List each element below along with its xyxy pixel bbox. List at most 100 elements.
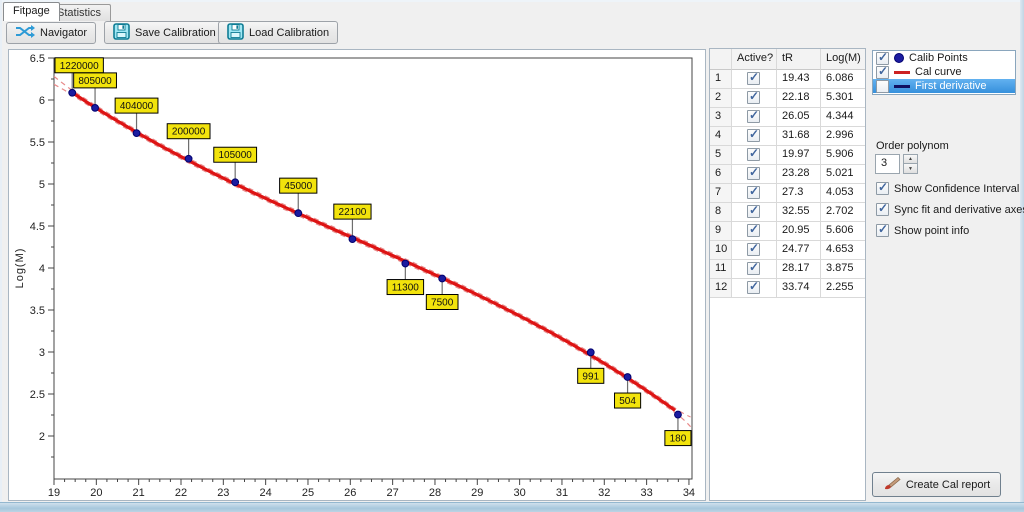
active-checkbox[interactable] — [747, 241, 760, 256]
calibration-plot[interactable]: 19 20 21 22 23 24 25 26 27 28 29 30 31 32 33 346.565.55… — [9, 50, 705, 500]
row-number: 11 — [710, 260, 732, 279]
point-info-label: 105000 — [218, 150, 252, 161]
active-checkbox[interactable] — [747, 70, 760, 85]
point-info-box — [166, 123, 211, 140]
tr-cell: 24.77 — [777, 241, 821, 260]
point-info-box — [425, 294, 459, 310]
window-border-top — [0, 0, 1024, 2]
point-info-label: 45000 — [284, 181, 312, 192]
create-cal-report-button[interactable]: Create Cal report — [872, 472, 1001, 497]
column-header[interactable]: Active? — [732, 49, 777, 70]
active-cell — [732, 108, 777, 127]
legend-item-first-derivative[interactable]: First derivative — [873, 79, 1015, 93]
legend-checkbox[interactable] — [876, 79, 889, 93]
option-checkbox[interactable] — [876, 201, 889, 216]
calib-point[interactable] — [132, 129, 141, 137]
x-tick-label: 34 — [683, 487, 695, 499]
active-checkbox[interactable] — [747, 203, 760, 218]
calib-point[interactable] — [91, 103, 99, 112]
spinner-down-button[interactable]: ▼ — [903, 164, 918, 174]
tr-cell: 20.95 — [777, 222, 821, 241]
calib-point[interactable] — [348, 235, 357, 244]
x-tick-label: 20 — [90, 487, 102, 499]
point-info-label: 805000 — [78, 76, 112, 87]
tr-cell: 23.28 — [777, 165, 821, 184]
active-cell — [732, 203, 777, 222]
x-tick-label: 23 — [217, 487, 229, 499]
calib-point-marker-icon — [894, 53, 904, 63]
calib-point[interactable] — [623, 373, 632, 381]
order-polynom-input[interactable]: 3 — [875, 154, 900, 174]
active-checkbox[interactable] — [747, 165, 760, 180]
legend-item-cal-curve[interactable]: Cal curve — [873, 64, 1015, 79]
table-row: 8 32.552.702 — [710, 203, 865, 222]
column-header[interactable] — [710, 49, 732, 70]
calib-point[interactable] — [68, 88, 77, 97]
active-checkbox[interactable] — [747, 89, 760, 104]
option-checkbox[interactable] — [876, 180, 889, 195]
legend-checkbox[interactable] — [876, 64, 889, 79]
active-checkbox[interactable] — [747, 127, 760, 142]
x-tick-label: 30 — [514, 487, 526, 499]
logm-cell: 5.021 — [821, 165, 865, 184]
create-cal-report-label: Create Cal report — [905, 478, 991, 491]
table-row: 7 27.34.053 — [710, 184, 865, 203]
calib-point[interactable] — [231, 178, 240, 187]
point-info-label: 200000 — [172, 127, 206, 138]
save-calibration-button[interactable]: Save Calibration — [104, 21, 225, 44]
x-tick-label: 22 — [175, 487, 187, 499]
y-tick-label: 2 — [39, 431, 45, 443]
tab-fitpage[interactable]: Fitpage — [3, 2, 60, 21]
tr-cell: 26.05 — [777, 108, 821, 127]
tr-cell: 31.68 — [777, 127, 821, 146]
active-cell — [732, 222, 777, 241]
active-checkbox[interactable] — [747, 222, 760, 237]
table-row: 11 28.173.875 — [710, 260, 865, 279]
point-info-box — [333, 203, 372, 220]
active-checkbox[interactable] — [747, 108, 760, 123]
active-cell — [732, 89, 777, 108]
calib-point[interactable] — [401, 259, 410, 268]
point-info-label: 22100 — [339, 207, 367, 218]
table-row: 1 19.436.086 — [710, 70, 865, 89]
logm-cell: 3.875 — [821, 260, 865, 279]
option-checkbox[interactable] — [876, 222, 889, 237]
row-number: 7 — [710, 184, 732, 203]
active-checkbox[interactable] — [747, 184, 760, 199]
spinner-up-button[interactable]: ▲ — [903, 154, 918, 164]
active-cell — [732, 165, 777, 184]
navigator-label: Navigator — [40, 27, 88, 39]
active-checkbox[interactable] — [747, 146, 760, 161]
logm-cell: 2.255 — [821, 279, 865, 298]
active-checkbox[interactable] — [747, 279, 760, 294]
y-tick-label: 3.5 — [30, 305, 45, 317]
column-header[interactable]: tR — [777, 49, 821, 70]
point-info-box — [279, 177, 318, 194]
calib-point[interactable] — [294, 209, 303, 218]
navigator-button[interactable]: Navigator — [6, 22, 97, 44]
logm-cell: 4.653 — [821, 241, 865, 260]
row-number: 12 — [710, 279, 732, 298]
y-tick-label: 6.5 — [30, 53, 45, 65]
calib-point[interactable] — [586, 348, 595, 357]
logm-cell: 6.086 — [821, 70, 865, 89]
option-label: Show point info — [894, 224, 970, 237]
y-tick-label: 5 — [39, 179, 45, 191]
tab-statistics[interactable]: Statistics — [47, 4, 112, 21]
row-number: 9 — [710, 222, 732, 241]
calib-point[interactable] — [184, 154, 193, 163]
table-row: 6 23.285.021 — [710, 165, 865, 184]
x-tick-label: 29 — [471, 487, 483, 499]
legend-item-calib-points[interactable]: Calib Points — [873, 50, 1015, 65]
x-tick-label: 33 — [640, 487, 652, 499]
logm-cell: 4.053 — [821, 184, 865, 203]
column-header[interactable]: Log(M) — [821, 49, 865, 70]
load-calibration-button[interactable]: Load Calibration — [218, 21, 339, 44]
active-cell — [732, 146, 777, 165]
calib-point[interactable] — [674, 410, 682, 419]
active-cell — [732, 127, 777, 146]
active-checkbox[interactable] — [747, 260, 760, 275]
legend-label: Calib Points — [909, 52, 968, 64]
calib-point[interactable] — [438, 274, 447, 283]
point-info-box — [614, 392, 642, 409]
